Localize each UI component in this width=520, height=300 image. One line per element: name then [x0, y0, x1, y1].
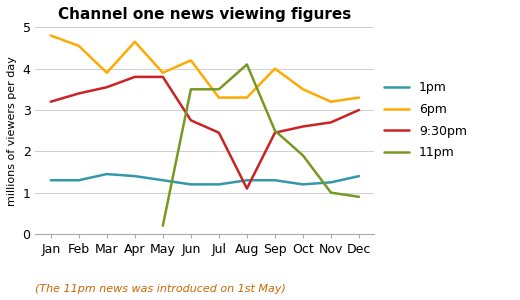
1pm — [132, 174, 138, 178]
6pm — [188, 58, 194, 62]
Line: 9:30pm: 9:30pm — [51, 77, 359, 188]
9:30pm — [132, 75, 138, 79]
Y-axis label: millions of viewers per day: millions of viewers per day — [7, 56, 17, 206]
1pm — [244, 178, 250, 182]
9:30pm — [103, 85, 110, 89]
1pm — [272, 178, 278, 182]
1pm — [103, 172, 110, 176]
1pm — [216, 183, 222, 186]
6pm — [132, 40, 138, 44]
Line: 11pm: 11pm — [163, 64, 359, 226]
6pm — [103, 71, 110, 75]
6pm — [216, 96, 222, 99]
Title: Channel one news viewing figures: Channel one news viewing figures — [58, 7, 352, 22]
1pm — [300, 183, 306, 186]
6pm — [76, 44, 82, 48]
1pm — [76, 178, 82, 182]
6pm — [272, 67, 278, 70]
1pm — [328, 181, 334, 184]
9:30pm — [328, 121, 334, 124]
6pm — [160, 71, 166, 75]
11pm — [188, 88, 194, 91]
Legend: 1pm, 6pm, 9:30pm, 11pm: 1pm, 6pm, 9:30pm, 11pm — [384, 81, 467, 159]
6pm — [356, 96, 362, 99]
6pm — [328, 100, 334, 103]
11pm — [300, 154, 306, 157]
9:30pm — [244, 187, 250, 190]
6pm — [244, 96, 250, 99]
1pm — [188, 183, 194, 186]
11pm — [328, 191, 334, 194]
9:30pm — [76, 92, 82, 95]
1pm — [160, 178, 166, 182]
6pm — [48, 34, 54, 37]
11pm — [356, 195, 362, 199]
9:30pm — [216, 131, 222, 134]
11pm — [216, 88, 222, 91]
9:30pm — [300, 125, 306, 128]
11pm — [244, 63, 250, 66]
9:30pm — [160, 75, 166, 79]
9:30pm — [272, 131, 278, 134]
Line: 6pm: 6pm — [51, 35, 359, 102]
Line: 1pm: 1pm — [51, 174, 359, 184]
9:30pm — [356, 108, 362, 112]
6pm — [300, 88, 306, 91]
1pm — [48, 178, 54, 182]
11pm — [160, 224, 166, 227]
9:30pm — [48, 100, 54, 103]
Text: (The 11pm news was introduced on 1st May): (The 11pm news was introduced on 1st May… — [35, 284, 286, 294]
1pm — [356, 174, 362, 178]
9:30pm — [188, 118, 194, 122]
11pm — [272, 129, 278, 132]
